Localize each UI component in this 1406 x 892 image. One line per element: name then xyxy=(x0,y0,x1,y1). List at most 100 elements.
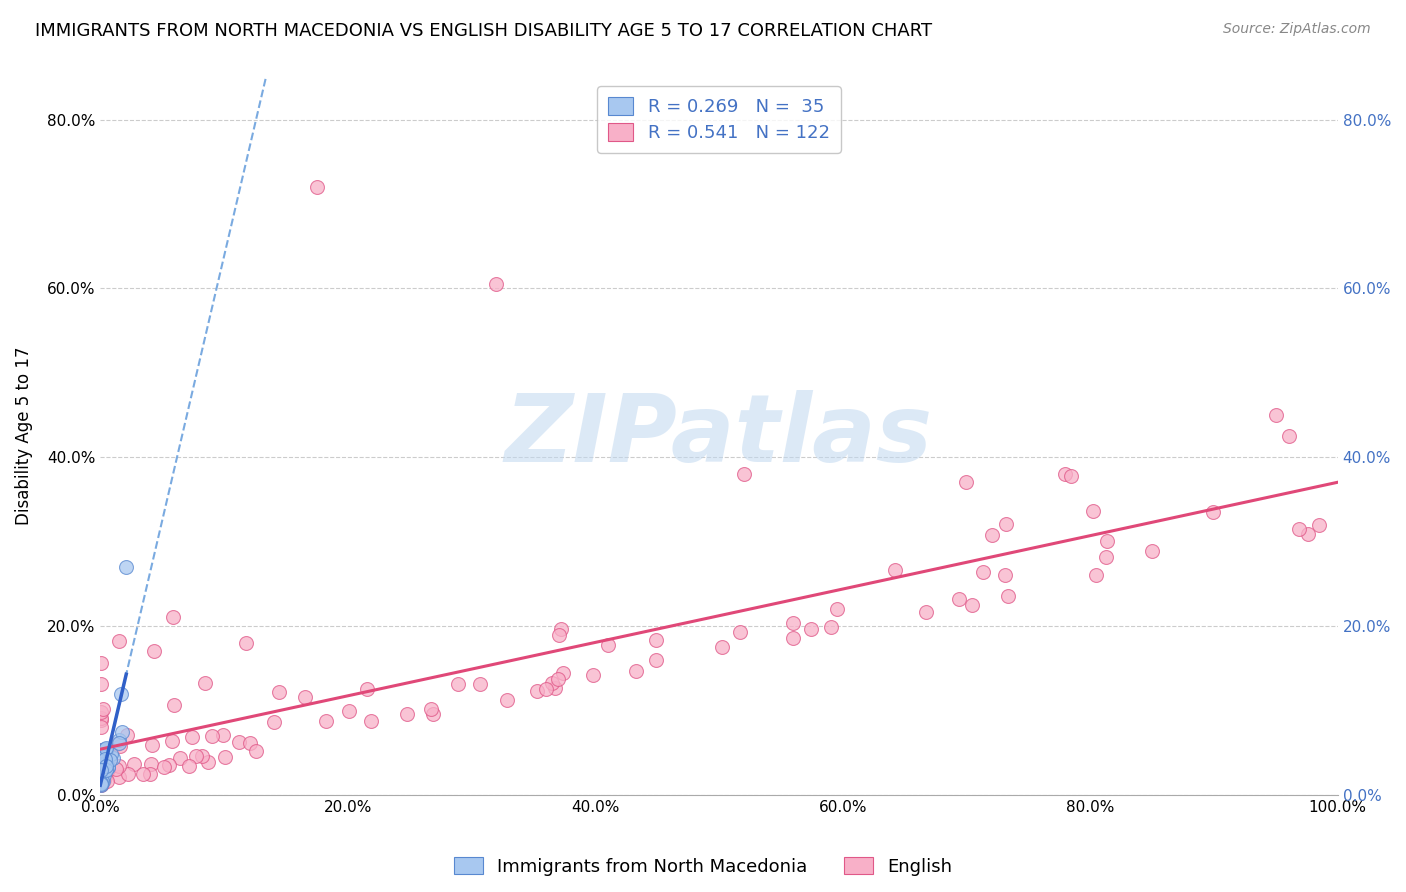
Point xyxy=(214,750,236,764)
Point xyxy=(91,702,114,716)
Point xyxy=(90,772,112,787)
Point xyxy=(157,758,180,772)
Point xyxy=(105,737,128,751)
Point xyxy=(90,772,112,787)
Point xyxy=(108,759,131,773)
Point xyxy=(96,774,118,789)
Point xyxy=(447,677,470,691)
Point xyxy=(108,739,131,753)
Point xyxy=(1264,408,1286,422)
Point xyxy=(90,761,112,775)
Point xyxy=(496,693,519,707)
Point xyxy=(162,610,184,624)
Point xyxy=(1060,469,1083,483)
Point xyxy=(90,657,112,671)
Point xyxy=(212,728,235,742)
Point xyxy=(117,767,139,781)
Point xyxy=(169,751,191,765)
Point xyxy=(90,776,112,790)
Point xyxy=(782,632,804,646)
Point xyxy=(91,757,114,772)
Point xyxy=(1085,568,1108,582)
Point xyxy=(191,749,214,764)
Point xyxy=(90,768,112,782)
Point xyxy=(90,769,112,783)
Point xyxy=(100,747,122,761)
Point xyxy=(228,735,250,749)
Point xyxy=(827,602,849,616)
Point xyxy=(624,664,647,678)
Point xyxy=(90,774,112,789)
Point xyxy=(90,778,112,792)
Point xyxy=(994,567,1017,582)
Point xyxy=(90,768,112,782)
Point xyxy=(1296,527,1319,541)
Point xyxy=(782,616,804,631)
Point xyxy=(305,180,328,194)
Point xyxy=(142,644,165,658)
Point xyxy=(90,742,112,756)
Point xyxy=(107,736,129,750)
Point xyxy=(422,706,444,721)
Point xyxy=(90,777,112,791)
Point xyxy=(93,766,115,780)
Point xyxy=(955,475,977,490)
Text: Source: ZipAtlas.com: Source: ZipAtlas.com xyxy=(1223,22,1371,37)
Legend: R = 0.269   N =  35, R = 0.541   N = 122: R = 0.269 N = 35, R = 0.541 N = 122 xyxy=(598,87,841,153)
Point xyxy=(915,605,938,619)
Point xyxy=(396,707,419,722)
Point xyxy=(245,743,267,757)
Point xyxy=(90,677,112,691)
Point xyxy=(110,687,132,701)
Point xyxy=(115,559,138,574)
Point xyxy=(1201,504,1223,518)
Point xyxy=(420,702,443,716)
Point xyxy=(90,768,112,782)
Point xyxy=(90,763,112,777)
Point xyxy=(1278,429,1301,443)
Point xyxy=(90,711,112,725)
Point xyxy=(90,706,112,720)
Point xyxy=(93,768,115,782)
Point xyxy=(197,755,219,769)
Point xyxy=(90,778,112,792)
Legend: Immigrants from North Macedonia, English: Immigrants from North Macedonia, English xyxy=(447,850,959,883)
Point xyxy=(269,685,291,699)
Point xyxy=(995,516,1018,531)
Point xyxy=(108,633,131,648)
Point xyxy=(235,636,257,650)
Point xyxy=(90,744,112,758)
Point xyxy=(1081,504,1104,518)
Point xyxy=(141,738,163,752)
Point xyxy=(90,720,112,734)
Point xyxy=(468,677,491,691)
Point xyxy=(485,277,508,292)
Point xyxy=(1095,549,1118,564)
Point xyxy=(598,639,620,653)
Point xyxy=(94,741,117,756)
Point xyxy=(360,714,382,728)
Point xyxy=(644,632,666,647)
Point xyxy=(105,762,128,776)
Point xyxy=(94,756,117,770)
Point xyxy=(733,467,755,481)
Point xyxy=(1140,544,1163,558)
Point xyxy=(90,772,112,787)
Point xyxy=(980,528,1002,542)
Point xyxy=(160,733,183,747)
Point xyxy=(139,767,162,781)
Point xyxy=(94,741,117,756)
Point xyxy=(90,777,112,791)
Point xyxy=(91,773,114,788)
Point xyxy=(800,623,823,637)
Point xyxy=(91,756,114,771)
Point xyxy=(98,753,121,767)
Point xyxy=(98,751,121,765)
Point xyxy=(526,684,548,698)
Point xyxy=(117,728,139,742)
Point xyxy=(541,676,564,690)
Point xyxy=(315,714,337,729)
Point xyxy=(91,760,114,774)
Point xyxy=(93,752,115,766)
Point xyxy=(90,771,112,785)
